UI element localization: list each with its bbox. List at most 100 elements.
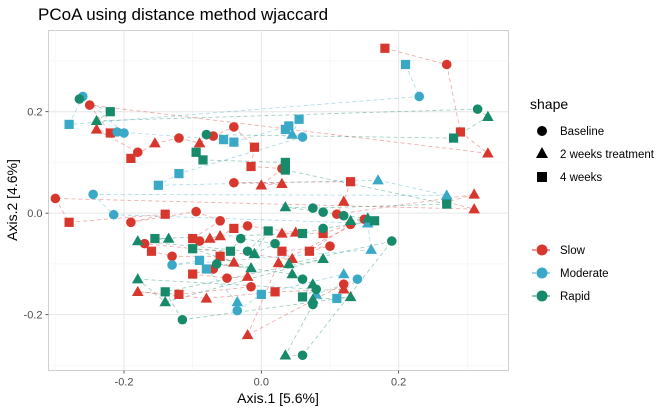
- point-rapid-triangle: [131, 235, 144, 246]
- connector-line-rapid: [164, 291, 183, 320]
- point-moderate-square: [153, 180, 163, 190]
- point-moderate-square: [332, 293, 342, 304]
- connector-line-rapid: [165, 258, 324, 303]
- legend-label-slow: Slow: [560, 245, 586, 257]
- point-moderate-square: [64, 119, 74, 129]
- point-moderate-circle: [108, 209, 119, 220]
- connector-line-slow: [192, 273, 228, 279]
- connector-line-moderate: [93, 194, 447, 196]
- point-moderate-circle: [297, 132, 308, 142]
- connector-line-moderate: [117, 131, 224, 141]
- point-slow-triangle: [276, 227, 288, 238]
- connector-line-slow: [247, 262, 279, 336]
- point-slow-circle: [174, 133, 184, 143]
- point-rapid-circle: [211, 259, 222, 269]
- y-tick-label: 0.0: [27, 208, 42, 220]
- point-rapid-triangle: [279, 201, 292, 212]
- connector-line-slow: [446, 201, 475, 210]
- connector-line-slow: [275, 288, 344, 293]
- connector-line-rapid: [137, 278, 317, 290]
- point-rapid-square: [370, 216, 380, 226]
- point-moderate-square: [194, 255, 205, 265]
- point-rapid-circle: [318, 207, 328, 217]
- connector-line-slow: [89, 104, 488, 154]
- legend-shape: shape Baseline 2 weeks treatment 4 weeks: [530, 96, 655, 184]
- connector-line-slow: [446, 64, 461, 133]
- point-rapid-square: [297, 228, 308, 239]
- point-rapid-circle: [297, 274, 308, 284]
- point-slow-circle: [242, 221, 253, 231]
- legend-key-moderate: [536, 267, 548, 279]
- connector-line-rapid: [206, 134, 454, 139]
- point-moderate-square: [280, 124, 290, 135]
- connector-line-rapid: [165, 258, 324, 293]
- point-rapid-triangle: [90, 114, 103, 126]
- point-slow-triangle: [468, 203, 480, 214]
- point-slow-circle: [338, 279, 349, 290]
- connector-line-rapid: [192, 248, 231, 252]
- point-rapid-square: [160, 287, 170, 297]
- point-slow-triangle: [276, 177, 288, 188]
- point-slow-square: [345, 177, 356, 187]
- connector-line-rapid: [288, 240, 392, 265]
- point-rapid-square: [280, 157, 290, 168]
- point-slow-triangle: [149, 137, 161, 148]
- legend-color: Slow Moderate Rapid: [532, 244, 609, 303]
- x-axis-title: Axis.1 [5.6%]: [237, 390, 319, 406]
- x-tick-label: 0.2: [391, 377, 406, 389]
- connector-line-rapid: [154, 233, 303, 239]
- point-slow-triangle: [241, 328, 254, 340]
- connector-line-slow: [261, 168, 283, 186]
- point-rapid-square: [280, 165, 290, 175]
- point-slow-circle: [229, 122, 239, 132]
- point-rapid-square: [297, 292, 308, 302]
- point-slow-triangle: [200, 292, 213, 303]
- connector-line-slow: [178, 286, 252, 295]
- point-moderate-circle: [414, 91, 425, 102]
- connector-line-slow: [144, 243, 293, 260]
- point-slow-square: [160, 209, 170, 219]
- point-slow-square: [246, 161, 256, 172]
- x-tick-label: 0.0: [254, 377, 269, 389]
- point-slow-circle: [139, 238, 150, 249]
- point-slow-triangle: [468, 188, 480, 199]
- point-slow-triangle: [131, 285, 144, 297]
- point-slow-triangle: [255, 179, 268, 190]
- legend-label-4-weeks: 4 weeks: [560, 172, 602, 184]
- point-slow-square: [174, 289, 184, 299]
- point-slow-circle: [126, 217, 136, 228]
- connector-line-slow: [192, 220, 221, 239]
- connector-line-moderate: [172, 249, 372, 266]
- point-rapid-triangle: [159, 295, 172, 307]
- legend-item-rapid: Rapid: [532, 290, 590, 303]
- connector-line-rapid: [96, 108, 478, 122]
- connector-line-moderate: [92, 194, 115, 215]
- legend-key-slow: [536, 244, 548, 256]
- point-moderate-triangle: [231, 295, 244, 307]
- legend-item-moderate: Moderate: [532, 267, 609, 280]
- point-slow-square: [188, 233, 198, 244]
- legend-label-rapid: Rapid: [560, 291, 590, 303]
- point-moderate-triangle: [286, 128, 299, 139]
- connector-line-moderate: [233, 125, 289, 143]
- point-slow-square: [64, 217, 74, 227]
- point-rapid-square: [442, 199, 452, 209]
- point-slow-square: [455, 127, 466, 137]
- legend-key-circle: [537, 126, 547, 136]
- point-rapid-triangle: [344, 290, 357, 302]
- point-moderate-circle: [232, 305, 243, 316]
- point-moderate-square: [201, 264, 212, 274]
- point-slow-circle: [222, 273, 232, 283]
- connector-line-moderate: [405, 64, 420, 97]
- connector-line-slow: [460, 131, 489, 154]
- connector-line-slow: [69, 213, 166, 223]
- point-slow-circle: [167, 251, 177, 262]
- connector-line-rapid: [182, 296, 351, 321]
- connector-line-slow: [233, 181, 351, 184]
- point-rapid-circle: [177, 314, 188, 325]
- connector-line-rapid: [137, 278, 166, 303]
- point-slow-square: [270, 287, 280, 297]
- legend-label-2-weeks: 2 weeks treatment: [560, 149, 655, 161]
- y-tick-label: -0.2: [24, 310, 43, 322]
